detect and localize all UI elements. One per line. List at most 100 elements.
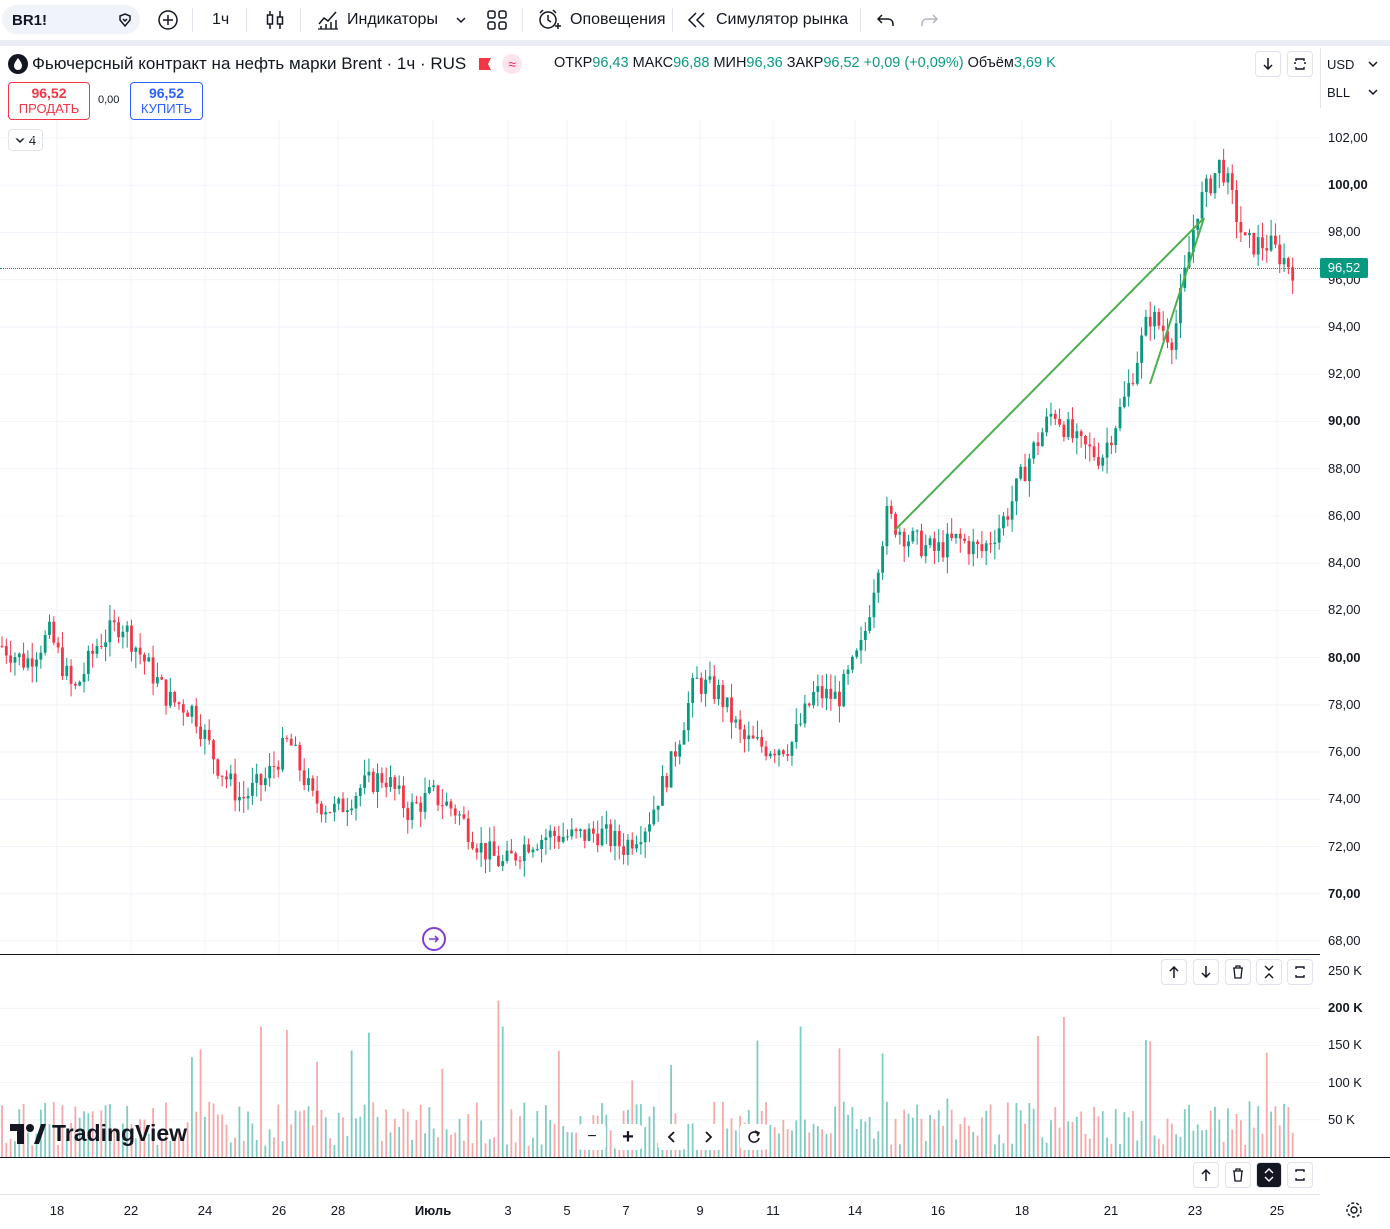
maximize-pane-icon[interactable] [1287, 1162, 1313, 1188]
candle [816, 674, 820, 707]
candle [691, 673, 695, 718]
volume-bar [834, 1106, 837, 1157]
volume-bar [972, 1132, 975, 1157]
candle [384, 767, 388, 798]
volume-bar [985, 1110, 988, 1157]
redo-icon[interactable] [919, 0, 939, 40]
candle [1088, 432, 1092, 462]
pane-separator[interactable] [0, 1157, 1390, 1158]
replay-button[interactable]: Симулятор рынка [686, 0, 848, 40]
symbol-search[interactable]: BR1! [2, 5, 140, 34]
candle [393, 774, 397, 801]
candle [406, 801, 410, 834]
candle [250, 767, 254, 805]
volume-bar [950, 1109, 953, 1157]
alerts-button[interactable]: Оповещения [537, 0, 666, 40]
candle [419, 796, 423, 828]
date-tick-label: Июль [414, 1203, 452, 1218]
volume-bar [255, 1139, 258, 1157]
candle [26, 650, 30, 671]
economic-event-icon[interactable] [422, 927, 446, 951]
pane-separator[interactable] [0, 954, 1320, 955]
maximize-pane-icon[interactable] [1287, 51, 1313, 77]
expand-pane-icon[interactable] [1256, 1162, 1282, 1188]
volume-bar [1278, 1125, 1281, 1157]
candle [48, 614, 51, 639]
chart-legend[interactable]: Фьючерсный контракт на нефть марки Brent… [8, 52, 523, 76]
volume-bar [726, 1128, 729, 1157]
settings-gear-icon[interactable] [1345, 1201, 1363, 1224]
volume-bar [631, 1080, 634, 1157]
zoom-out-button[interactable]: − [578, 1124, 606, 1150]
interval-button[interactable]: 1ч [212, 11, 230, 28]
buy-button[interactable]: 96,52 КУПИТЬ [130, 82, 203, 120]
arrow-up-icon[interactable] [1161, 959, 1187, 985]
arrow-up-icon[interactable] [1193, 1162, 1219, 1188]
volume-bar [273, 1137, 275, 1157]
indicators-button[interactable]: Индикаторы [316, 0, 438, 40]
unit-select[interactable]: BLL [1322, 79, 1384, 105]
candles-icon[interactable] [264, 0, 286, 40]
candle [78, 680, 82, 687]
compare-add-icon[interactable] [156, 0, 180, 40]
candle [1204, 174, 1208, 208]
arrow-down-icon[interactable] [1255, 51, 1281, 77]
volume-bar [432, 1128, 435, 1157]
volume-bar [324, 1117, 327, 1157]
candle [367, 758, 371, 783]
price-chart[interactable] [0, 120, 1320, 954]
zoom-in-button[interactable]: + [614, 1124, 642, 1150]
volume-bar [1239, 1120, 1242, 1157]
reset-chart-icon[interactable] [740, 1124, 768, 1150]
volume-bar [1024, 1123, 1026, 1157]
volume-bar [199, 1049, 202, 1157]
volume-bar [1050, 1120, 1052, 1157]
volume-bar [281, 1141, 284, 1157]
sell-button[interactable]: 96,52 ПРОДАТЬ [8, 82, 90, 120]
candle [13, 652, 17, 676]
candle [609, 819, 613, 853]
trash-icon[interactable] [1225, 959, 1251, 985]
currency-select[interactable]: USD [1322, 51, 1384, 77]
candle [337, 796, 341, 811]
candle [807, 702, 811, 708]
close-value: 96,52 [823, 55, 860, 71]
layouts-grid-icon[interactable] [486, 0, 508, 40]
volume-bar [87, 1113, 90, 1157]
volume-bar [415, 1120, 418, 1157]
undo-icon[interactable] [876, 0, 896, 40]
candle [725, 697, 729, 713]
scroll-left-icon[interactable] [658, 1124, 686, 1150]
candle [86, 645, 90, 682]
candle [1015, 478, 1018, 516]
trend-line[interactable] [1149, 217, 1205, 385]
price-tick-label: 68,00 [1328, 933, 1361, 948]
volume-bar [1231, 1129, 1234, 1157]
candle [859, 626, 863, 664]
trend-line[interactable] [894, 217, 1205, 531]
volume-bar [1157, 1138, 1160, 1157]
maximize-pane-icon[interactable] [1287, 959, 1313, 985]
legend-collapse-button[interactable]: 4 [8, 129, 43, 151]
volume-bar [497, 1000, 500, 1157]
chevron-down-icon[interactable] [455, 0, 467, 40]
candle [579, 828, 582, 838]
volume-bar [333, 1145, 336, 1157]
price-tick-label: 102,00 [1328, 130, 1368, 145]
candle [643, 827, 647, 858]
collapse-pane-icon[interactable] [1256, 959, 1282, 985]
candle [173, 691, 177, 707]
candle [1118, 398, 1122, 432]
price-tick-label: 90,00 [1328, 413, 1361, 429]
candle [298, 741, 302, 782]
trash-icon[interactable] [1225, 1162, 1251, 1188]
candle [1071, 407, 1074, 443]
volume-bar [121, 1123, 124, 1157]
candle [682, 722, 686, 745]
arrow-down-icon[interactable] [1193, 959, 1219, 985]
tradingview-logo[interactable]: TradingView [10, 1120, 187, 1147]
candle [885, 496, 889, 555]
scroll-right-icon[interactable] [694, 1124, 722, 1150]
volume-bar [644, 1127, 647, 1157]
candle [22, 642, 25, 671]
